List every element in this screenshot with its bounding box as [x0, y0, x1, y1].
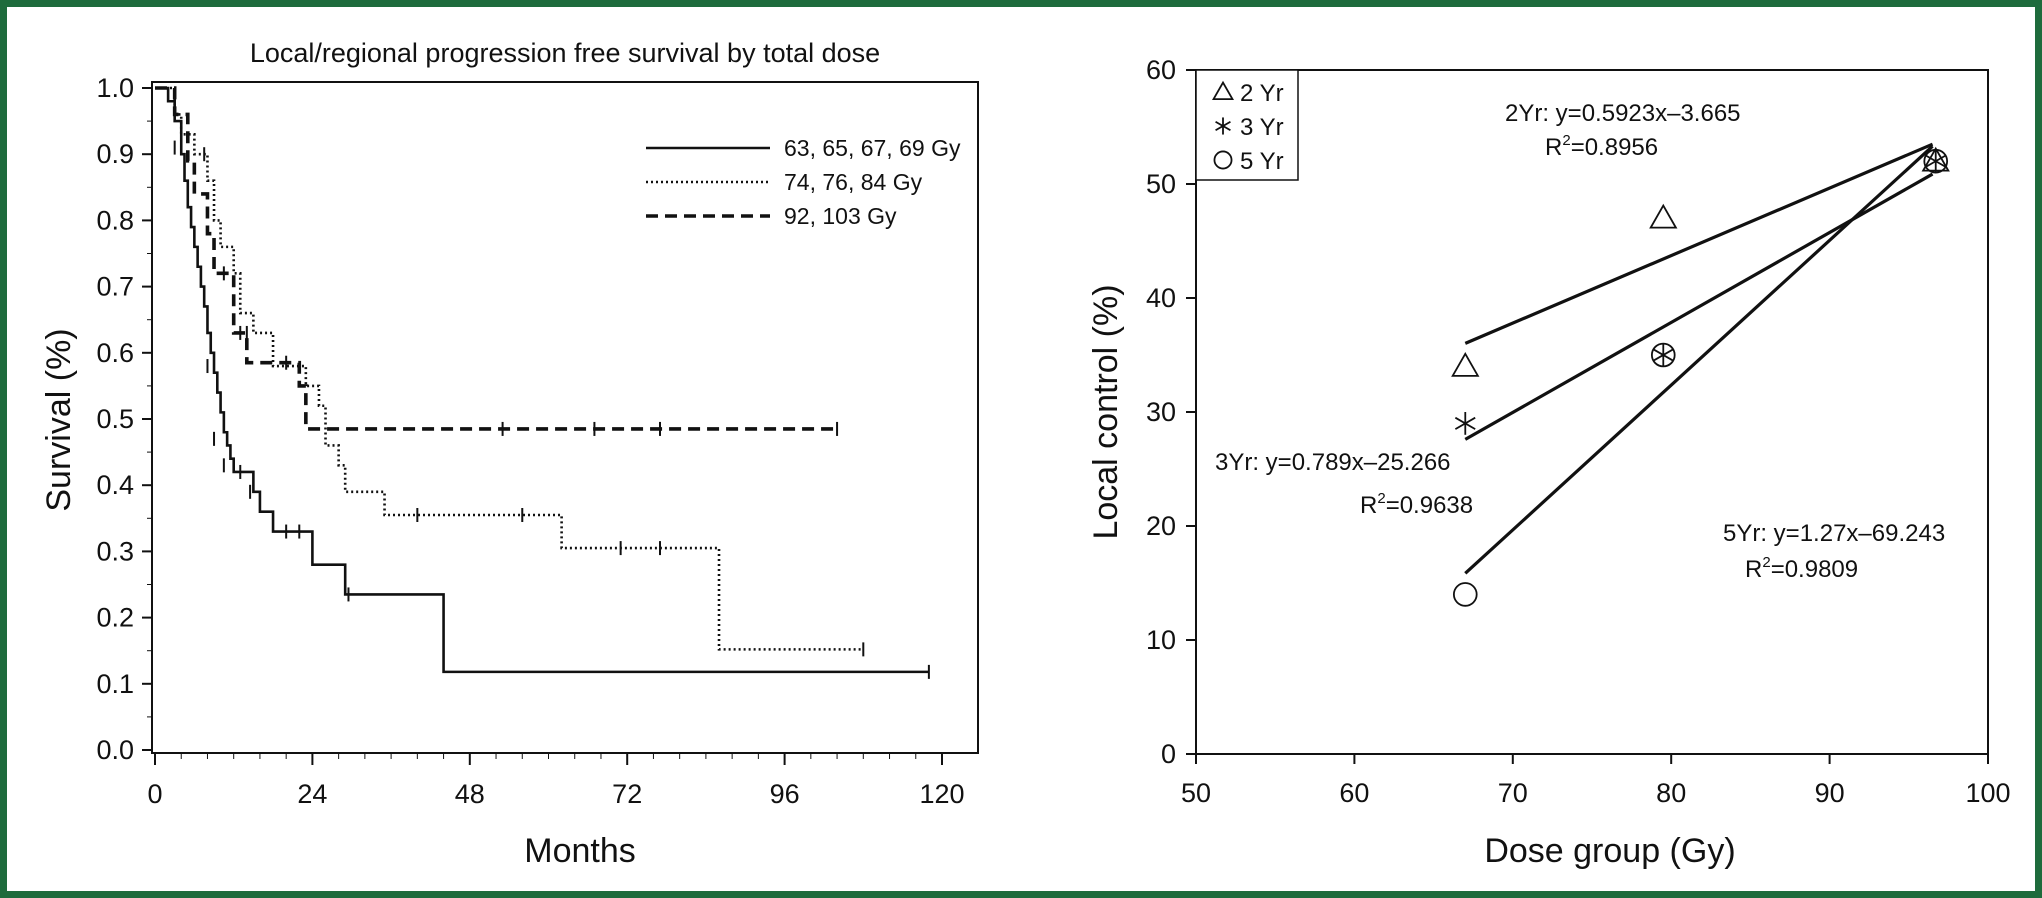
dose-x-tick-label: 100 — [1965, 778, 2010, 808]
km-y-ticks: 0.0 0.1 0.2 0.3 0.4 0.5 0.6 0.7 0.8 0.9 1.0 — [96, 73, 152, 765]
dose-r2-label: R2=0.9809 — [1745, 554, 1858, 583]
dose-fit-line-2 — [1464, 172, 1934, 441]
dose-legend-label: 3 Yr — [1240, 114, 1284, 141]
dose-annotations: 2Yr: y=0.5923x–3.665 R2=0.8956 3Yr: y=0.78… — [1215, 100, 1945, 583]
km-x-tick-label: 96 — [770, 779, 800, 809]
dose-legend-label: 5 Yr — [1240, 148, 1284, 175]
km-legend-label: 63, 65, 67, 69 Gy — [784, 135, 961, 161]
dose-y-axis-label: Local control (%) — [1087, 284, 1125, 539]
km-y-axis-label: Survival (%) — [40, 328, 78, 511]
km-chart: Local/regional progression free survival… — [40, 38, 979, 870]
dose-legend-marker-triangle — [1211, 80, 1235, 100]
km-y-tick-label: 0.3 — [96, 536, 134, 566]
km-x-axis-label: Months — [524, 832, 636, 870]
dose-x-tick-label: 80 — [1656, 778, 1686, 808]
dose-legend: 2 Yr 3 Yr 5 Yr — [1195, 69, 1299, 181]
km-y-tick-label: 0.7 — [96, 272, 134, 302]
dose-equation-label: 3Yr: y=0.789x–25.266 — [1215, 449, 1451, 476]
dose-y-ticks: 0 10 20 30 40 50 60 — [1146, 55, 1196, 769]
km-y-tick-label: 0.8 — [96, 205, 134, 235]
dose-point-triangle — [1649, 203, 1678, 229]
dose-equation-label: 2Yr: y=0.5923x–3.665 — [1505, 100, 1741, 127]
km-y-tick-label: 0.6 — [96, 338, 134, 368]
dose-points — [1451, 146, 1950, 607]
dose-y-tick-label: 0 — [1161, 739, 1176, 769]
km-series-line-2 — [155, 86, 864, 651]
km-y-tick-label: 0.2 — [96, 603, 134, 633]
dose-y-tick-label: 10 — [1146, 625, 1176, 655]
dose-y-tick-label: 20 — [1146, 511, 1176, 541]
dose-x-tick-label: 70 — [1498, 778, 1528, 808]
km-x-tick-label: 0 — [147, 779, 162, 809]
dose-y-tick-label: 30 — [1146, 397, 1176, 427]
km-y-tick-label: 0.5 — [96, 404, 134, 434]
km-censor-marks — [173, 140, 930, 679]
km-series-line-3 — [155, 86, 838, 431]
dose-legend-marker-circle — [1213, 150, 1233, 170]
dose-point-asterisk — [1652, 343, 1674, 367]
km-legend-label: 92, 103 Gy — [784, 203, 897, 229]
dose-fit-lines — [1464, 142, 1934, 575]
dose-legend-label: 2 Yr — [1240, 80, 1284, 107]
km-x-tick-label: 48 — [455, 779, 485, 809]
dose-r2-label: R2=0.9638 — [1360, 490, 1473, 519]
km-y-tick-label: 1.0 — [96, 73, 134, 103]
km-x-tick-label: 72 — [612, 779, 642, 809]
dose-point-asterisk — [1925, 149, 1947, 173]
km-legend-label: 74, 76, 84 Gy — [784, 169, 923, 195]
km-x-tick-label: 24 — [297, 779, 327, 809]
dose-chart: 0 10 20 30 40 50 60 50 60 70 80 90 100 2 Yr 3 Yr 5 Yr… — [1087, 55, 2011, 870]
dose-x-tick-label: 50 — [1181, 778, 1211, 808]
dose-point-triangle — [1451, 351, 1480, 377]
km-series-line-1 — [155, 86, 929, 674]
km-x-ticks: 0 24 48 72 96 120 — [147, 753, 965, 809]
dose-point-circle — [1923, 148, 1949, 174]
km-y-tick-label: 0.9 — [96, 139, 134, 169]
dose-legend-marker-asterisk — [1215, 117, 1231, 135]
km-x-tick-label: 120 — [919, 779, 964, 809]
dose-r2-label: R2=0.8956 — [1545, 132, 1658, 161]
dose-point-asterisk — [1454, 412, 1476, 435]
dose-legend-box — [1195, 69, 1299, 181]
km-legend: 63, 65, 67, 69 Gy 74, 76, 84 Gy 92, 103 Gy — [646, 135, 961, 229]
km-series-lines — [155, 86, 929, 674]
km-y-tick-label: 0.0 — [96, 735, 134, 765]
dose-point-circle — [1650, 342, 1676, 368]
dose-fit-line-1 — [1464, 142, 1934, 345]
km-title: Local/regional progression free survival… — [250, 38, 880, 68]
dose-y-tick-label: 60 — [1146, 55, 1176, 85]
dose-equation-label: 5Yr: y=1.27x–69.243 — [1723, 520, 1945, 547]
km-plot-frame — [151, 81, 979, 754]
km-y-tick-label: 0.1 — [96, 669, 134, 699]
dose-y-tick-label: 40 — [1146, 283, 1176, 313]
dose-y-tick-label: 50 — [1146, 169, 1176, 199]
dose-point-circle — [1452, 582, 1478, 607]
dose-x-ticks: 50 60 70 80 90 100 — [1181, 754, 2011, 808]
dose-x-tick-label: 90 — [1815, 778, 1845, 808]
dose-fit-line-3 — [1464, 145, 1934, 575]
km-y-tick-label: 0.4 — [96, 470, 134, 500]
dose-x-axis-label: Dose group (Gy) — [1484, 832, 1735, 870]
dose-x-tick-label: 60 — [1339, 778, 1369, 808]
